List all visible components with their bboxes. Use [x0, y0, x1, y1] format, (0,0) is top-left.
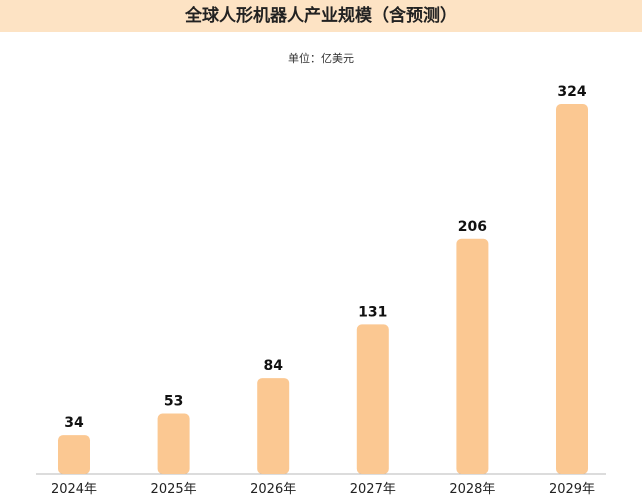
x-tick-label-3: 2027年	[350, 482, 396, 497]
value-label-4: 206	[458, 219, 487, 235]
bars-group: 34 2024年 53 2025年 84 2026年 131 2027年 206 2028年 324…	[51, 84, 595, 497]
x-tick-label-2: 2026年	[250, 482, 296, 497]
bar-2	[257, 378, 290, 474]
value-label-3: 131	[358, 304, 387, 320]
bar-1	[157, 413, 190, 474]
x-tick-label-4: 2028年	[449, 482, 495, 497]
bar-3	[356, 324, 389, 474]
bar-5	[556, 104, 588, 474]
chart-title: 全球人形机器人产业规模（含预测）	[185, 6, 457, 26]
value-label-5: 324	[557, 84, 586, 100]
title-band	[0, 0, 642, 32]
x-tick-label-1: 2025年	[151, 482, 197, 497]
bar-0	[58, 435, 90, 474]
value-label-1: 53	[164, 393, 183, 409]
chart-subtitle: 单位：亿美元	[288, 52, 354, 65]
x-tick-label-0: 2024年	[51, 482, 97, 497]
value-label-2: 84	[263, 358, 283, 374]
bar-4	[456, 238, 489, 474]
value-label-0: 34	[64, 415, 84, 431]
x-tick-label-5: 2029年	[549, 482, 595, 497]
